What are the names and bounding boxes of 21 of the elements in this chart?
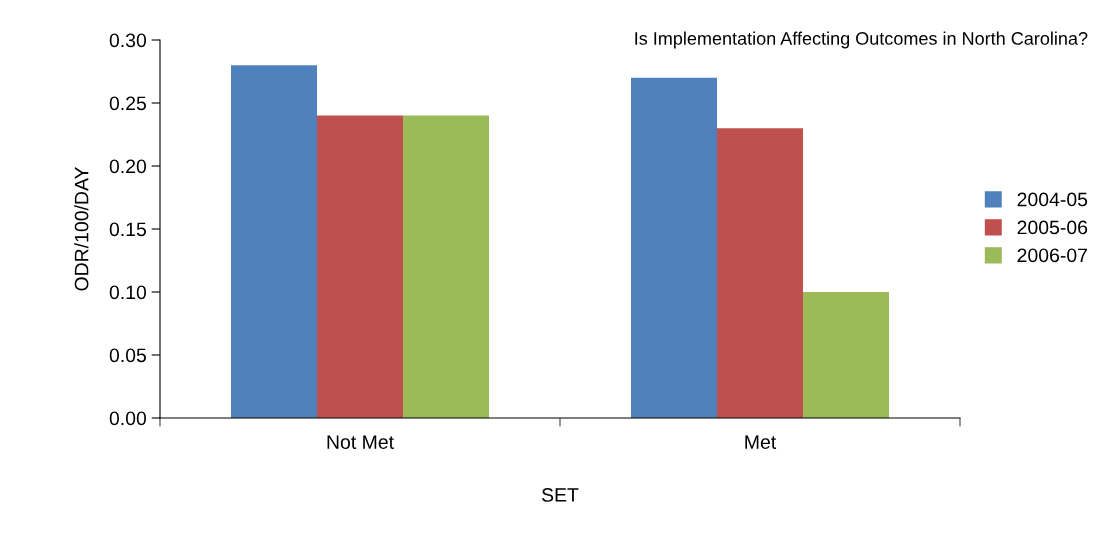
bar [317, 115, 403, 418]
bar [717, 128, 803, 418]
legend-label: 2005-06 [1017, 220, 1088, 235]
y-tick-label: 0.30 [109, 33, 147, 48]
y-tick-label: 0.25 [109, 96, 146, 111]
chart-title: Is Implementation Affecting Outcomes in North Carolina? [635, 31, 1088, 49]
legend-label: 2004-05 [1017, 192, 1088, 207]
bar [803, 292, 889, 418]
x-tick-label: Not Met [327, 435, 394, 449]
y-tick-label: 0.20 [109, 159, 147, 174]
bar [403, 115, 489, 418]
bar [631, 77, 717, 418]
x-axis-title: SET [541, 488, 579, 502]
y-tick-label: 0.00 [109, 411, 147, 426]
x-tick-label: Met [745, 435, 777, 449]
y-axis-title: ODR/100/DAY [74, 166, 89, 291]
y-tick-label: 0.10 [109, 285, 147, 300]
bar [231, 65, 317, 418]
legend-label: 2006-07 [1017, 248, 1087, 263]
y-tick-label: 0.15 [109, 222, 146, 237]
y-tick-label: 0.05 [109, 348, 146, 363]
